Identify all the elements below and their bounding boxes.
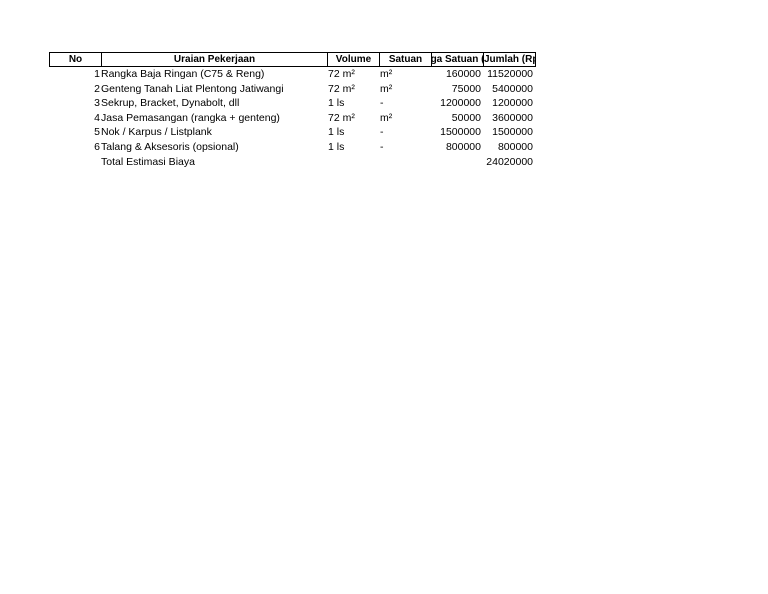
volume: 1 ls [328,126,345,139]
unit: - [380,141,384,153]
amount: 800000 [497,141,533,153]
row-number: 1 [94,68,100,80]
amount: 11520000 [487,68,533,80]
description: Genteng Tanah Liat Plentong Jatiwangi [101,82,284,95]
row-number: 4 [94,111,100,124]
column-header: No [49,52,102,67]
unit: - [380,126,384,139]
column-header: Uraian Pekerjaan [101,52,328,67]
row-number: 3 [94,97,100,110]
amount: 1500000 [492,126,533,139]
description: Jasa Pemasangan (rangka + genteng) [101,111,280,124]
amount: 3600000 [492,111,533,124]
volume: 1 ls [328,97,345,110]
unit-price: 50000 [451,111,481,124]
column-header: Jumlah (Rp) [483,52,536,67]
row-number: 2 [94,82,100,95]
amount: 1200000 [492,97,533,110]
column-header: Volume [327,52,380,67]
unit-price: 1200000 [440,97,481,110]
unit-price: 1500000 [440,126,481,139]
volume: 1 ls [328,141,345,153]
description: Rangka Baja Ringan (C75 & Reng) [101,68,265,80]
volume: 72 m² [328,111,355,124]
row-number: 5 [94,126,100,139]
unit: - [380,97,384,110]
column-header: Harga Satuan (Rp) [431,52,484,67]
unit-price: 160000 [445,68,481,80]
total-label: Total Estimasi Biaya [101,155,195,168]
stray-mark [586,111,596,125]
amount: 5400000 [492,82,533,95]
row-number: 6 [94,141,100,153]
unit: m² [380,111,393,124]
column-header: Satuan [379,52,432,67]
description: Talang & Aksesoris (opsional) [101,141,239,153]
volume: 72 m² [328,82,355,95]
volume: 72 m² [328,68,355,80]
unit: m² [380,68,393,80]
unit: m² [380,82,393,95]
unit-price: 75000 [451,82,481,95]
total-value: 24020000 [486,155,533,168]
description: Nok / Karpus / Listplank [101,126,212,139]
unit-price: 800000 [445,141,481,153]
description: Sekrup, Bracket, Dynabolt, dll [101,97,240,110]
